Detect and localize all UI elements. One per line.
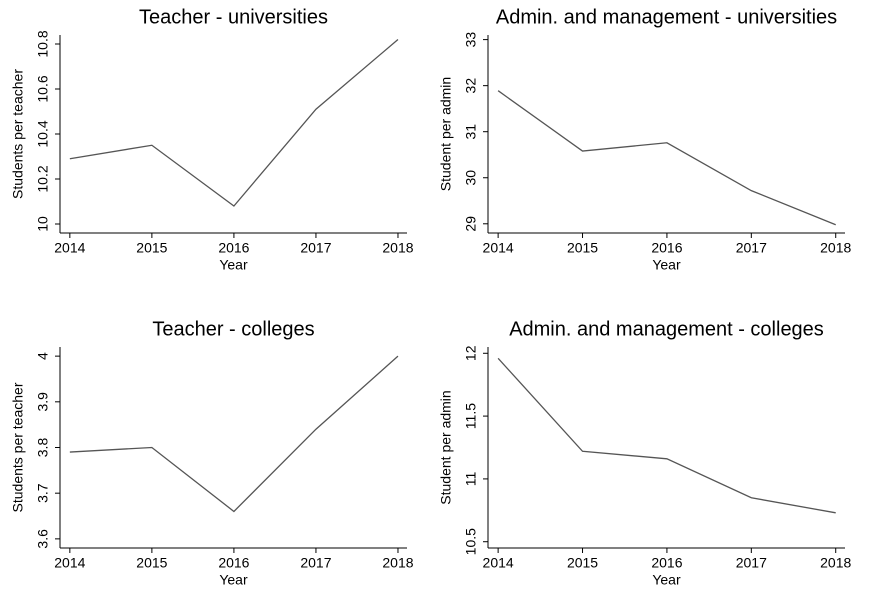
y-tick-label: 33 [463,32,479,48]
x-tick-label: 2016 [651,240,682,256]
x-axis-label: Year [219,572,248,588]
data-line [69,39,399,207]
x-tick-label: 2017 [736,555,767,571]
panel-title: Teacher - universities [139,6,328,28]
panel-title: Teacher - colleges [152,318,314,340]
data-line [69,355,399,513]
y-tick-label: 11.5 [463,403,479,429]
y-tick-label: 4 [35,352,51,360]
panel-title: Admin. and management - colleges [509,318,824,340]
y-tick-label: 3.8 [35,438,51,458]
panel-title: Admin. and management - universities [496,6,837,28]
y-tick-label: 10.2 [35,165,51,192]
x-tick-label: 2017 [300,240,331,256]
x-tick-label: 2015 [567,240,598,256]
y-tick-label: 12 [463,345,479,361]
x-tick-label: 2016 [218,240,249,256]
y-tick-label: 10 [35,216,51,232]
x-tick-label: 2015 [567,555,598,571]
x-tick-label: 2015 [136,555,167,571]
x-tick-label: 2015 [136,240,167,256]
x-tick-label: 2018 [382,240,413,256]
x-tick-label: 2014 [483,555,514,571]
y-tick-label: 10.5 [463,528,479,555]
y-tick-label: 29 [463,216,479,232]
y-tick-label: 32 [463,78,479,94]
y-tick-label: 10.6 [35,75,51,102]
x-axis-label: Year [652,572,681,588]
y-tick-label: 11 [463,471,479,486]
x-tick-label: 2016 [218,555,249,571]
y-tick-label: 31 [463,124,479,140]
y-axis-label: Student per admin [438,390,454,504]
x-tick-label: 2016 [651,555,682,571]
y-tick-label: 10.8 [35,30,51,57]
y-tick-label: 30 [463,170,479,186]
y-axis-label: Student per admin [438,77,454,191]
y-tick-label: 3.7 [35,483,51,503]
x-tick-label: 2018 [820,240,851,256]
y-axis-label: Students per teacher [10,382,26,512]
y-tick-label: 10.4 [35,120,51,147]
x-tick-label: 2017 [300,555,331,571]
x-tick-label: 2014 [54,240,85,256]
y-axis-label: Students per teacher [10,69,26,199]
y-tick-label: 3.9 [35,392,51,412]
x-axis-label: Year [219,257,248,273]
x-axis-label: Year [652,257,681,273]
x-tick-label: 2014 [483,240,514,256]
data-line [497,357,836,514]
x-tick-label: 2018 [382,555,413,571]
x-tick-label: 2014 [54,555,85,571]
x-tick-label: 2017 [736,240,767,256]
data-line [497,90,836,226]
y-tick-label: 3.6 [35,529,51,549]
x-tick-label: 2018 [820,555,851,571]
